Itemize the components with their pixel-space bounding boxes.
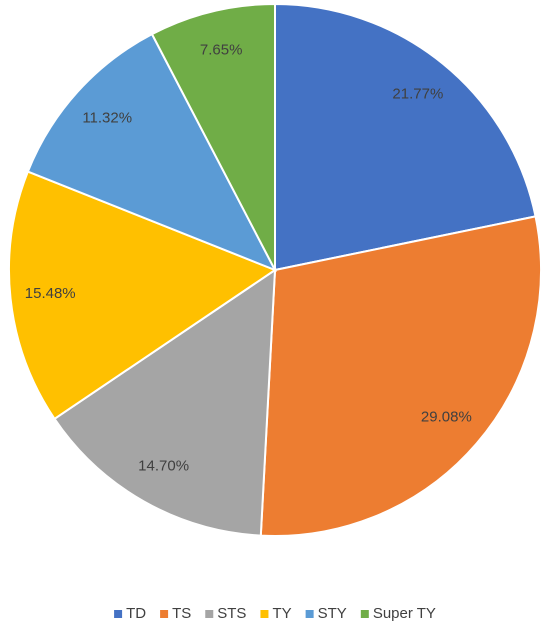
legend-swatch bbox=[260, 610, 269, 618]
legend-swatch bbox=[305, 610, 314, 618]
data-label: 11.32% bbox=[82, 109, 132, 126]
legend-label: TY bbox=[272, 605, 291, 622]
pie-slice bbox=[53, 268, 277, 537]
data-label: 15.48% bbox=[25, 285, 76, 302]
legend-swatch bbox=[114, 610, 123, 618]
legend-swatch bbox=[160, 610, 169, 618]
data-label: 21.77% bbox=[392, 86, 443, 103]
legend-label: STS bbox=[217, 605, 246, 622]
legend-label: TD bbox=[126, 605, 146, 622]
legend-label: STY bbox=[318, 605, 347, 622]
pie-slice bbox=[259, 215, 542, 537]
data-label: 29.08% bbox=[421, 408, 472, 425]
pie-slice bbox=[150, 2, 276, 271]
legend-swatch bbox=[205, 610, 214, 618]
data-label: 14.70% bbox=[138, 458, 189, 475]
pie-slice bbox=[8, 170, 278, 421]
data-label: 7.65% bbox=[200, 41, 243, 58]
legend-swatch bbox=[360, 610, 369, 618]
pie-slice bbox=[26, 32, 278, 272]
legend-label: Super TY bbox=[373, 605, 436, 622]
legend-label: TS bbox=[172, 605, 191, 622]
pie-slice bbox=[274, 2, 537, 272]
